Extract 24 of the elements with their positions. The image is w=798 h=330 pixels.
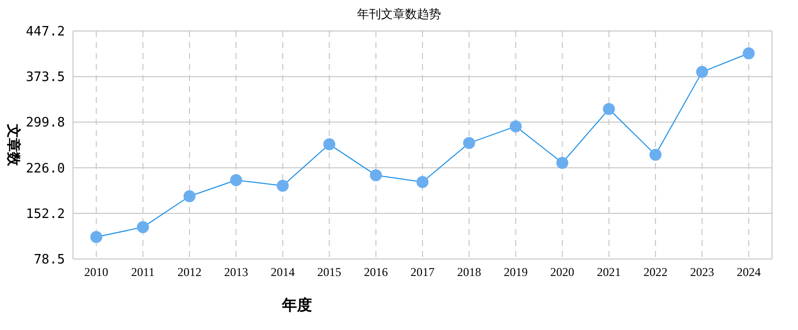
x-tick-label: 2012 [178, 265, 202, 279]
x-tick-label: 2014 [270, 265, 295, 279]
y-tick-label: 78.5 [34, 252, 65, 268]
y-axis-title: 文章数 [5, 123, 22, 167]
x-axis-title: 年度 [281, 296, 312, 314]
x-tick-label: 2016 [364, 265, 388, 279]
x-tick-label: 2013 [224, 265, 248, 279]
y-tick-label: 152.2 [26, 206, 65, 222]
x-tick-label: 2020 [550, 265, 574, 279]
x-tick-label: 2011 [131, 265, 155, 279]
y-tick-label: 373.5 [26, 70, 65, 86]
x-tick-label: 2023 [690, 265, 714, 279]
x-tick-label: 2021 [596, 265, 621, 279]
y-tick-label: 447.2 [26, 24, 65, 40]
y-tick-label: 299.8 [26, 116, 65, 131]
chart-title: 年刊文章数趋势 [357, 7, 441, 21]
x-tick-label: 2017 [410, 265, 434, 279]
x-tick-label: 2024 [736, 265, 761, 279]
x-tick-label: 2022 [644, 265, 668, 279]
x-tick-label: 2010 [84, 265, 108, 279]
x-tick-label: 2015 [317, 265, 342, 279]
x-tick-label: 2019 [504, 265, 528, 279]
y-tick-label: 226.0 [26, 161, 65, 176]
x-tick-label: 2018 [457, 265, 482, 279]
